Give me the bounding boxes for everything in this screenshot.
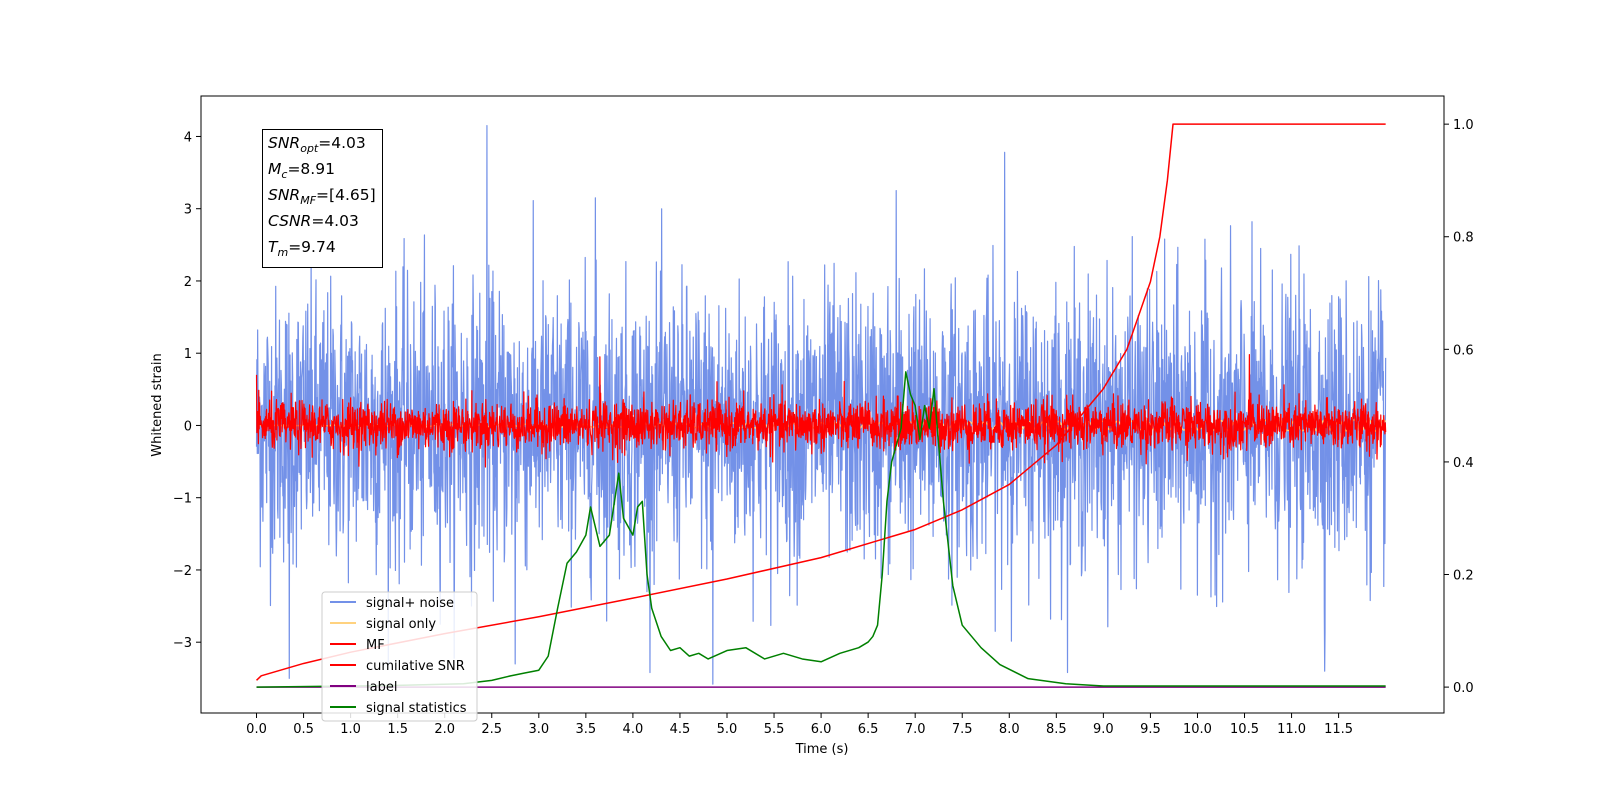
x-tick-label: 8.0 xyxy=(999,722,1020,737)
info-value: =9.74 xyxy=(288,238,336,257)
legend-label: signal+ noise xyxy=(366,596,454,611)
y-tick-label: 3 xyxy=(184,203,192,218)
x-tick-label: 8.5 xyxy=(1046,722,1067,737)
info-box: SNRopt=4.03 Mc=8.91 SNRMF=[4.65] CSNR=4.… xyxy=(262,129,383,269)
info-subscript: c xyxy=(281,168,288,182)
x-tick-label: 5.0 xyxy=(717,722,738,737)
x-tick-label: 7.5 xyxy=(952,722,973,737)
x-tick-label: 1.0 xyxy=(340,722,361,737)
legend-label: signal statistics xyxy=(366,701,467,716)
y2-tick-label: 0.8 xyxy=(1453,231,1474,246)
x-tick-label: 9.5 xyxy=(1140,722,1161,737)
x-tick-label: 6.5 xyxy=(858,722,879,737)
info-symbol: SNR xyxy=(268,186,301,205)
x-tick-label: 9.0 xyxy=(1093,722,1114,737)
info-line-csnr: CSNR=4.03 xyxy=(268,211,376,237)
x-tick-label: 4.0 xyxy=(623,722,644,737)
info-symbol: T xyxy=(268,238,278,257)
x-tick-label: 7.0 xyxy=(905,722,926,737)
info-subscript: MF xyxy=(300,194,317,208)
x-tick-label: 5.5 xyxy=(764,722,785,737)
y-axis-label: Whitened strain xyxy=(150,353,165,456)
x-tick-label: 0.5 xyxy=(293,722,314,737)
x-tick-label: 2.0 xyxy=(434,722,455,737)
y-tick-label: 1 xyxy=(184,347,192,362)
y2-tick-label: 0.6 xyxy=(1453,343,1474,358)
y-axis-left: −3 −2 −1 0 1 2 3 4 xyxy=(173,130,201,651)
x-tick-label: 3.5 xyxy=(576,722,597,737)
info-line-snr-opt: SNRopt=4.03 xyxy=(268,133,376,159)
x-tick-label: 4.5 xyxy=(670,722,691,737)
x-axis-label: Time (s) xyxy=(795,742,849,757)
y-tick-label: −1 xyxy=(173,492,192,507)
x-tick-label: 11.0 xyxy=(1277,722,1306,737)
info-value: =[4.65] xyxy=(316,186,376,205)
info-subscript: opt xyxy=(300,142,319,156)
info-symbol: SNR xyxy=(268,134,301,152)
legend-label: cumilative SNR xyxy=(366,659,465,674)
y-tick-label: 4 xyxy=(184,130,192,145)
info-line-tm: Tm=9.74 xyxy=(268,237,376,263)
info-value: =8.91 xyxy=(287,160,335,179)
legend: signal+ noise signal only MF cumilative SNR… xyxy=(321,591,478,722)
info-value: =4.03 xyxy=(311,212,359,231)
y-axis-right: 0.0 0.2 0.4 0.6 0.8 1.0 xyxy=(1444,118,1474,696)
y-tick-label: −3 xyxy=(173,636,192,651)
info-line-mc: Mc=8.91 xyxy=(268,159,376,185)
y2-tick-label: 0.4 xyxy=(1453,456,1474,471)
series-signal-statistics-line xyxy=(256,371,1386,688)
legend-label: label xyxy=(366,680,397,695)
x-tick-label: 2.5 xyxy=(481,722,502,737)
x-tick-label: 0.0 xyxy=(246,722,267,737)
series-mf-line xyxy=(255,354,1387,468)
y2-tick-label: 0.2 xyxy=(1453,569,1474,584)
x-tick-label: 10.0 xyxy=(1183,722,1212,737)
x-tick-label: 1.5 xyxy=(387,722,408,737)
info-line-snr-mf: SNRMF=[4.65] xyxy=(268,185,376,211)
legend-label: MF xyxy=(366,638,385,653)
series-signal-noise-line xyxy=(255,125,1387,685)
x-tick-label: 11.5 xyxy=(1324,722,1353,737)
y2-tick-label: 0.0 xyxy=(1453,681,1474,696)
x-tick-label: 3.0 xyxy=(528,722,549,737)
info-value: =4.03 xyxy=(318,134,366,152)
y2-tick-label: 1.0 xyxy=(1453,118,1474,133)
info-symbol: CSNR xyxy=(268,212,312,231)
info-subscript: m xyxy=(277,246,289,260)
axes-frame xyxy=(200,95,1445,714)
legend-frame xyxy=(321,591,478,722)
x-axis: 0.0 0.5 1.0 1.5 2.0 2.5 3.0 3.5 4.0 4.5 5.0 5.5 6.0 6… xyxy=(246,713,1353,737)
y-tick-label: 0 xyxy=(184,419,192,434)
info-symbol: M xyxy=(268,160,282,179)
y-tick-label: 2 xyxy=(184,275,192,290)
x-tick-label: 10.5 xyxy=(1230,722,1259,737)
legend-label: signal only xyxy=(366,617,436,632)
x-tick-label: 6.0 xyxy=(811,722,832,737)
y-tick-label: −2 xyxy=(173,564,192,579)
